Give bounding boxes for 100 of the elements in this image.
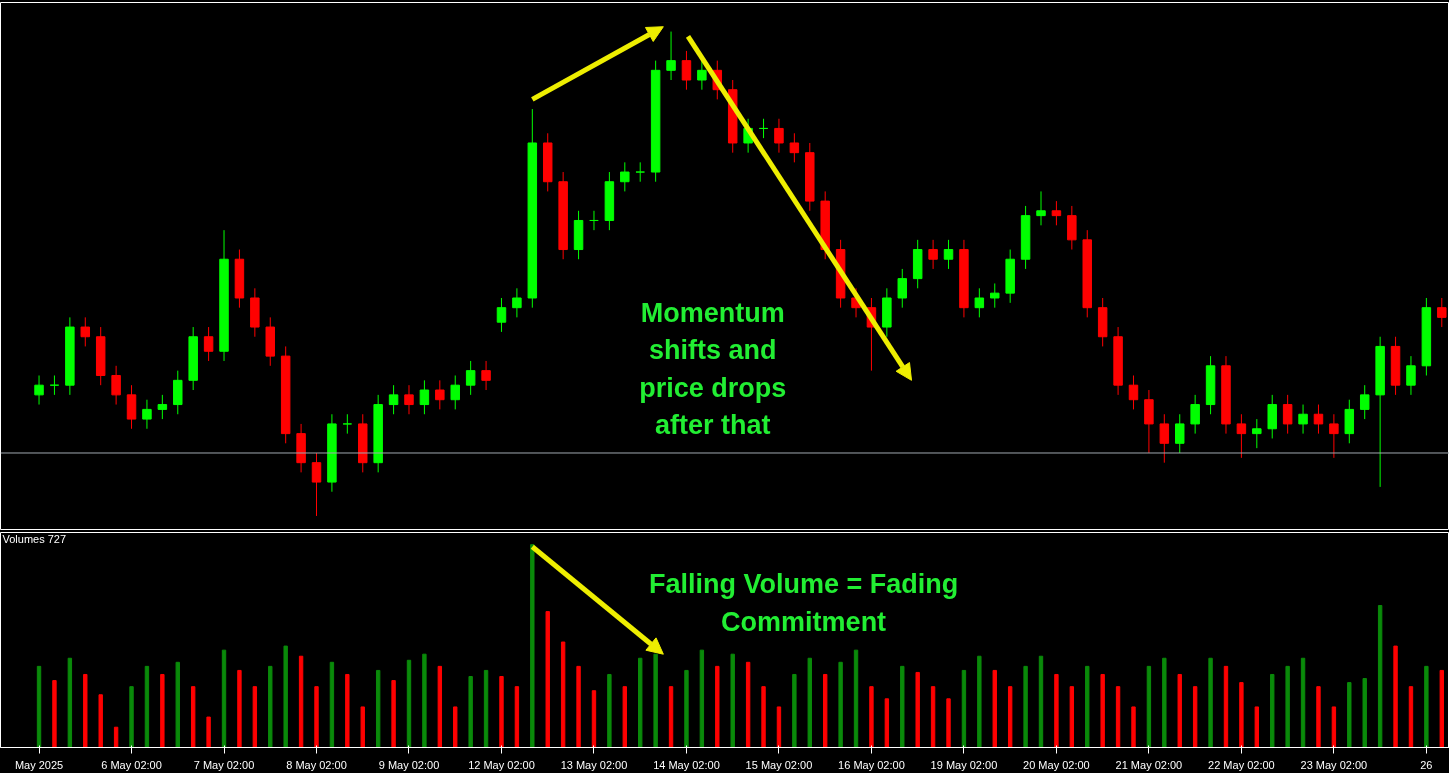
bar — [514, 686, 520, 748]
bar — [607, 673, 612, 748]
candlestick — [1437, 297, 1447, 328]
bar — [83, 673, 88, 748]
candlestick — [496, 297, 507, 333]
bar — [1239, 682, 1244, 748]
bar — [437, 665, 443, 748]
bar — [1316, 686, 1321, 748]
bar — [483, 669, 489, 748]
candlestick — [774, 118, 784, 154]
bar — [98, 694, 103, 748]
bar — [1162, 657, 1167, 748]
x-tick-label: 12 May 02:00 — [468, 758, 535, 771]
candlestick — [481, 360, 491, 391]
bar — [1362, 678, 1367, 748]
bar — [160, 673, 165, 748]
bar — [1146, 665, 1152, 748]
bar — [977, 655, 982, 748]
bar — [745, 661, 751, 748]
bar — [499, 676, 504, 748]
chart-title: Volumes 727 — [2, 532, 67, 545]
bar — [422, 653, 427, 748]
bar — [1131, 706, 1136, 748]
candlestick — [974, 287, 985, 318]
bar — [807, 657, 812, 748]
candlestick — [666, 31, 676, 81]
bar — [761, 686, 766, 748]
candlestick — [1236, 413, 1247, 459]
candlestick — [789, 132, 800, 163]
bar — [1192, 686, 1198, 748]
x-tick-label: 19 May 02:00 — [930, 758, 998, 771]
x-tick-label: 8 May 02:00 — [286, 758, 347, 771]
bar — [1054, 673, 1059, 748]
x-tick-label: 21 May 02:00 — [1115, 758, 1183, 771]
bar — [1007, 686, 1013, 748]
bar — [838, 661, 843, 748]
x-tick-label: 6 May 02:00 — [101, 758, 162, 771]
candlestick — [111, 365, 121, 406]
bar — [653, 653, 658, 748]
bar — [391, 680, 396, 748]
bar — [530, 544, 535, 748]
candlestick — [512, 287, 522, 318]
bar — [206, 716, 211, 748]
bar — [576, 665, 581, 748]
candlestick — [1298, 404, 1308, 435]
x-tick-label: 9 May 02:00 — [378, 758, 440, 771]
bar — [730, 653, 735, 748]
bar — [221, 649, 227, 748]
candlestick — [388, 384, 399, 415]
bar — [52, 680, 57, 748]
bar — [329, 661, 335, 748]
bar — [268, 665, 273, 748]
x-tick-label: 26 — [1420, 758, 1433, 771]
bar — [345, 673, 350, 748]
candlestick — [1159, 413, 1170, 464]
bar — [1424, 665, 1429, 748]
bar — [591, 690, 597, 748]
annotation: Falling Volume = Fading Commitment — [648, 569, 959, 637]
candlestick — [203, 326, 214, 362]
bar — [715, 665, 720, 748]
bar — [1270, 673, 1275, 748]
bar — [468, 676, 473, 748]
candlestick — [1359, 384, 1370, 420]
bar — [638, 657, 643, 748]
x-tick-label: 14 May 02:00 — [653, 758, 720, 771]
candlestick — [142, 399, 152, 430]
bar — [1208, 657, 1213, 748]
candlestick — [1175, 413, 1185, 454]
x-tick-label: 20 May 02:00 — [1023, 758, 1090, 771]
x-tick-label: 13 May 02:00 — [560, 758, 628, 771]
bar — [560, 641, 566, 748]
bar — [1177, 673, 1182, 748]
bar — [1115, 686, 1121, 748]
candlestick — [465, 360, 476, 396]
bar — [1223, 665, 1229, 748]
x-tick-label: 16 May 02:00 — [838, 758, 905, 771]
bar — [1377, 605, 1383, 748]
bar — [360, 706, 365, 748]
x-tick-label: 7 May 02:00 — [193, 758, 255, 771]
candlestick — [1329, 413, 1339, 459]
bar — [622, 686, 627, 748]
bar — [992, 669, 997, 748]
bar — [915, 671, 920, 748]
bar — [175, 661, 180, 748]
candlestick — [928, 239, 938, 270]
bar — [1300, 657, 1306, 748]
bar — [314, 686, 319, 748]
x-tick-label: 15 May 02:00 — [745, 758, 813, 771]
candlestick — [404, 384, 414, 415]
bar — [144, 665, 150, 748]
bar — [668, 686, 674, 748]
bar — [375, 669, 381, 748]
candlestick — [1190, 394, 1200, 435]
candlestick — [697, 60, 707, 91]
bar — [684, 669, 689, 748]
candlestick — [1282, 394, 1293, 435]
candlestick — [1036, 190, 1046, 226]
bar — [869, 686, 874, 748]
bar — [190, 686, 196, 748]
bar — [961, 669, 967, 748]
